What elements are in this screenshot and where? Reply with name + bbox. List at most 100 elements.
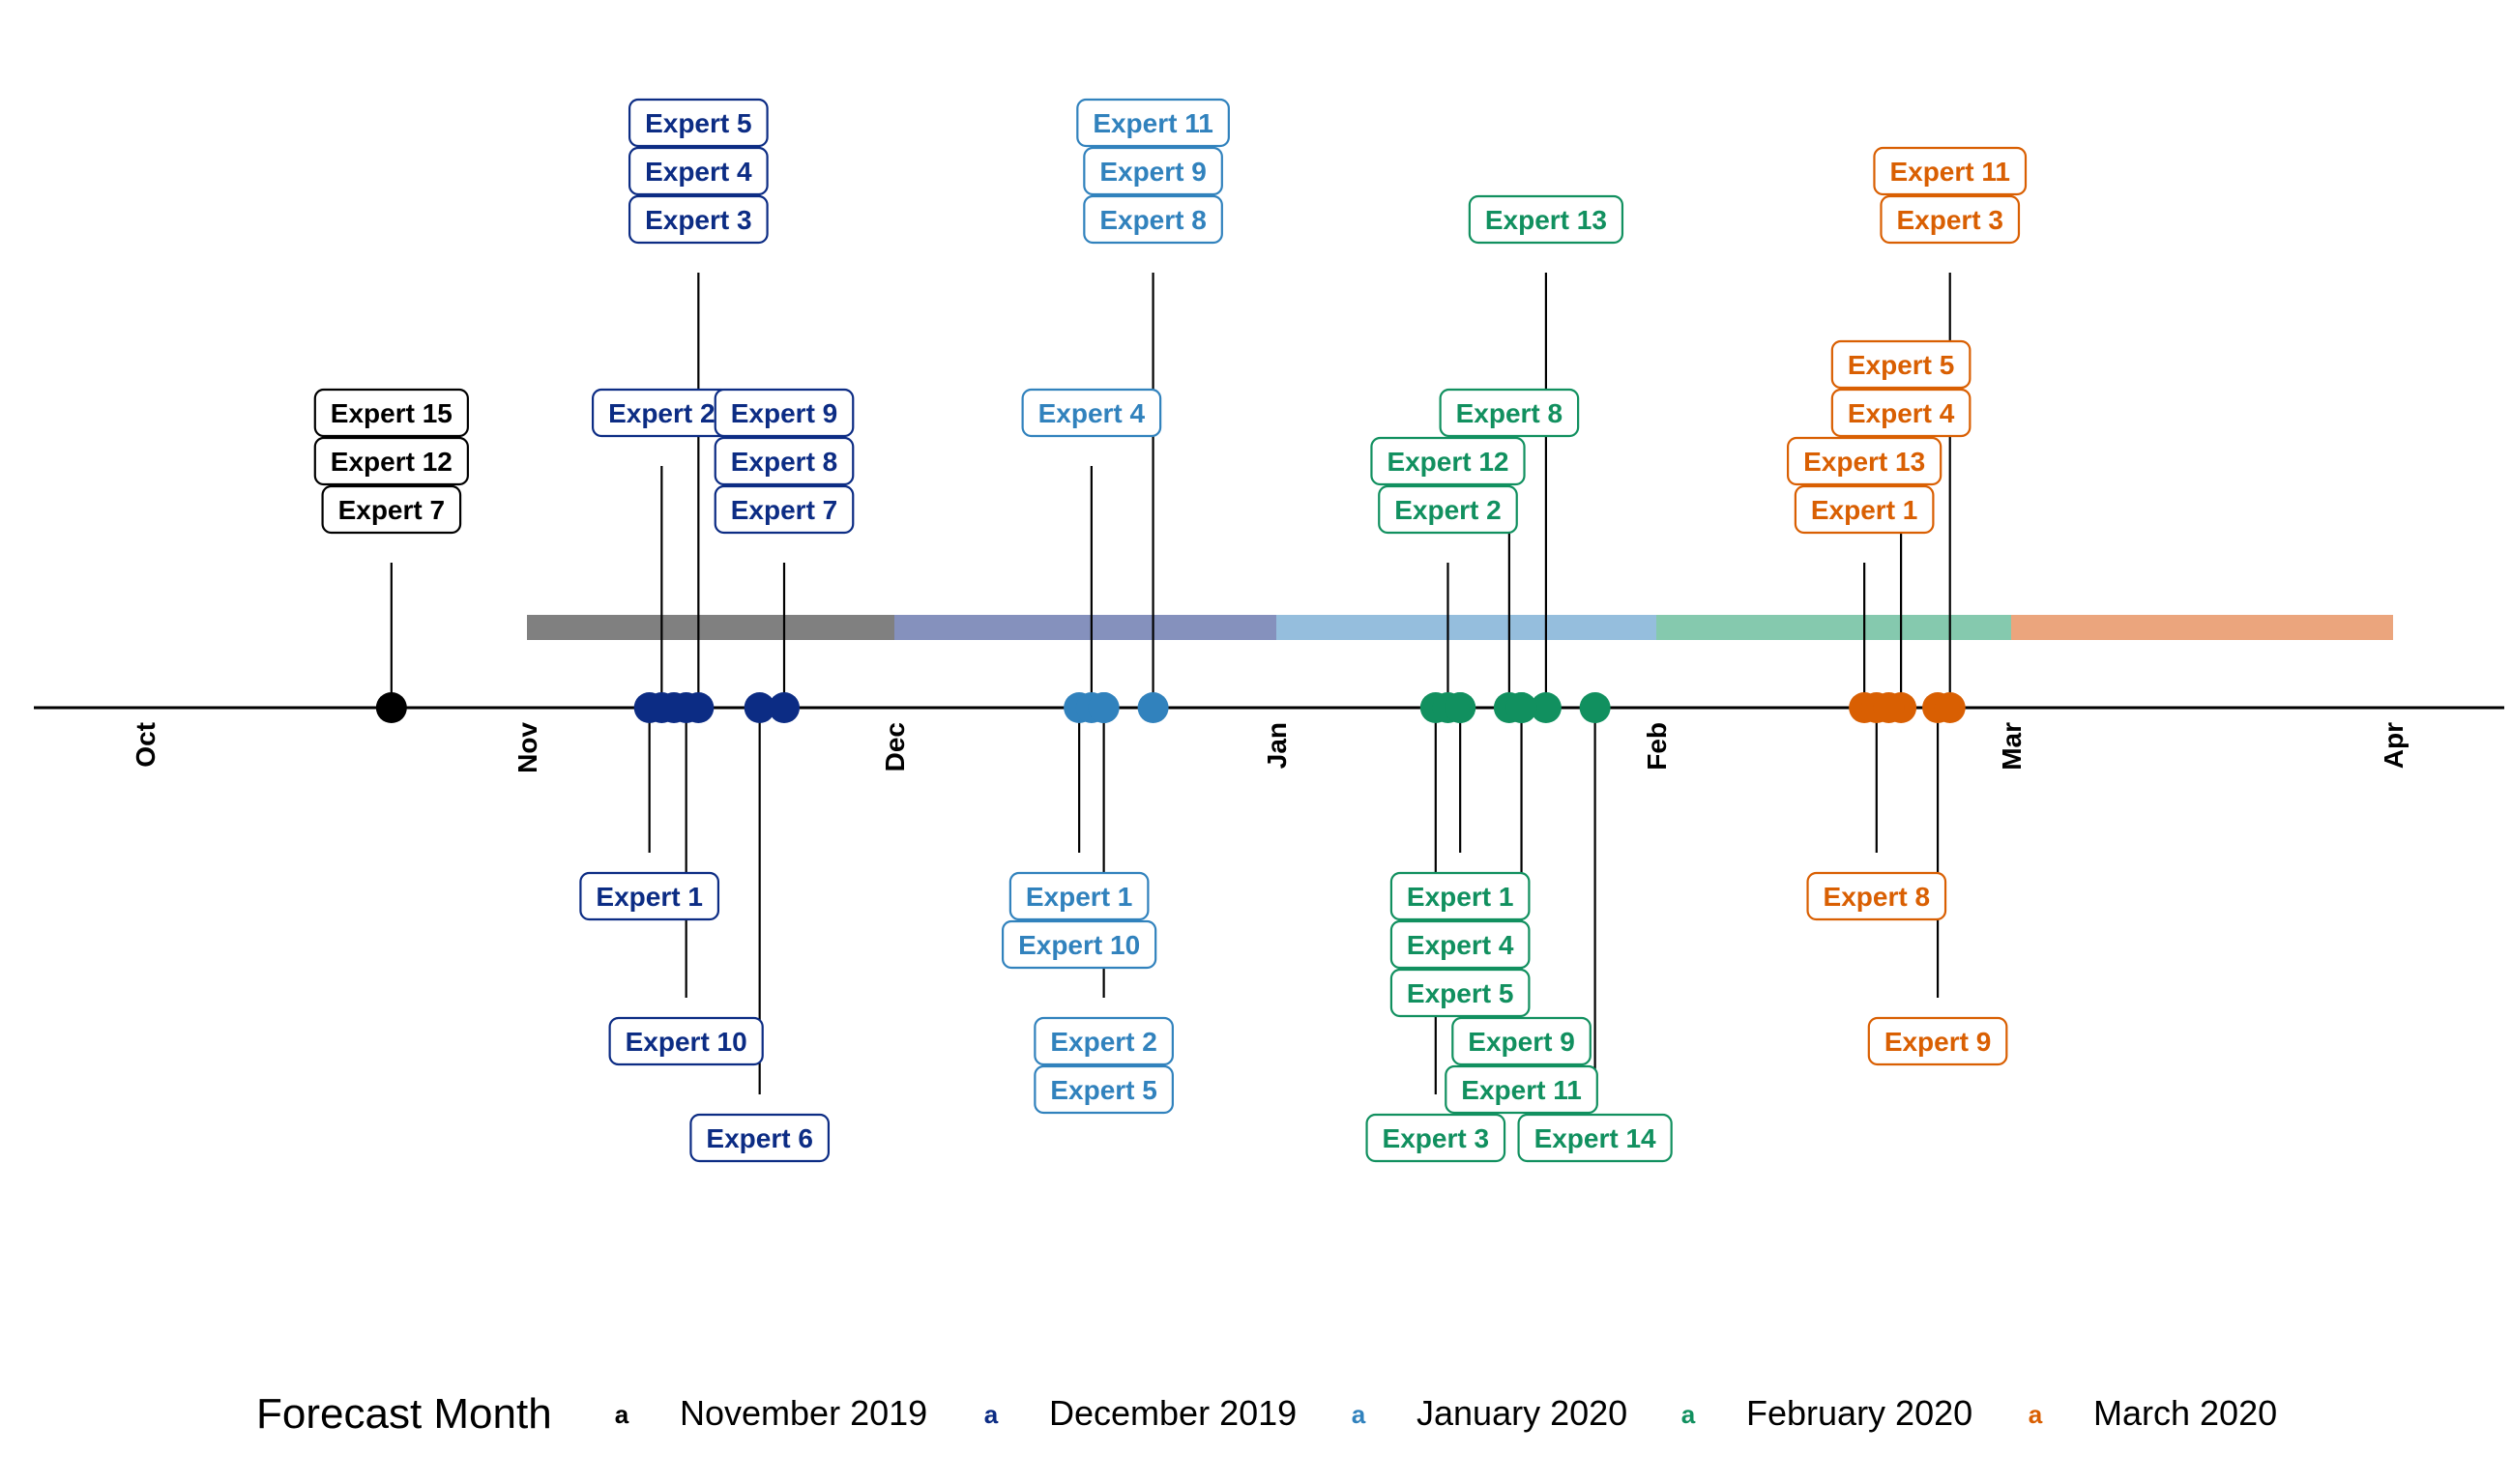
expert-label: Expert 13 [1786, 436, 1942, 486]
expert-label-box [1008, 871, 1150, 921]
expert-label-box [1873, 146, 2028, 196]
expert-label: Expert 3 [628, 194, 769, 245]
expert-label: Expert 2 [1034, 1016, 1174, 1066]
expert-label-text: Expert 14 [1534, 1123, 1656, 1153]
expert-label-text: Expert 9 [1099, 157, 1207, 187]
legend-label: January 2020 [1417, 1393, 1627, 1433]
expert-label-text: Expert 4 [1038, 398, 1146, 428]
tick-label-oct: Oct [131, 722, 161, 768]
expert-label-text: Expert 7 [338, 495, 446, 525]
expert-label-box [1830, 339, 1972, 390]
month-tick-labels: Oct Nov Dec Jan Feb Mar Apr [131, 722, 2409, 773]
expert-label-text: Expert 13 [1485, 205, 1607, 235]
expert-label-box [714, 484, 855, 535]
legend-key: a [1681, 1400, 1696, 1429]
expert-label-text: Expert 12 [1387, 447, 1508, 477]
tick-label-mar: Mar [1997, 722, 2027, 771]
expert-label-text: Expert 3 [645, 205, 752, 235]
expert-label-box [1880, 194, 2021, 245]
event-point [683, 692, 715, 723]
expert-label-text: Expert 15 [331, 398, 453, 428]
band-november-2019 [527, 615, 894, 640]
event-point [1934, 692, 1966, 723]
expert-label-box [1083, 146, 1223, 196]
expert-label: Expert 8 [1806, 871, 1947, 921]
expert-label-box [1867, 1016, 2008, 1066]
expert-label: Expert 9 [1451, 1016, 1592, 1066]
expert-label-text: Expert 9 [1884, 1027, 1992, 1057]
forecast-period-bands [527, 615, 2393, 640]
expert-label: Expert 9 [1083, 146, 1223, 196]
tick-label-apr: Apr [2379, 722, 2409, 769]
expert-label-text: Expert 3 [1896, 205, 2003, 235]
expert-label-text: Expert 10 [626, 1027, 747, 1057]
expert-label-box [1083, 194, 1223, 245]
expert-label: Expert 4 [1830, 388, 1972, 438]
tick-label-nov: Nov [512, 722, 542, 773]
expert-label-text: Expert 5 [645, 108, 752, 138]
expert-label: Expert 5 [1034, 1064, 1174, 1115]
expert-label: Expert 1 [579, 871, 720, 921]
expert-label: Expert 7 [321, 484, 462, 535]
expert-label-text: Expert 1 [1811, 495, 1918, 525]
expert-label-box [579, 871, 720, 921]
legend-label: March 2020 [2093, 1393, 2277, 1433]
expert-label-box [1786, 436, 1942, 486]
expert-label: Expert 2 [591, 388, 732, 438]
expert-label: Expert 4 [1021, 388, 1162, 438]
band-march-2020 [2011, 615, 2393, 640]
expert-label-box [1451, 1016, 1592, 1066]
expert-label-text: Expert 5 [1407, 978, 1514, 1008]
expert-label: Expert 4 [1389, 919, 1531, 970]
expert-label-text: Expert 7 [731, 495, 838, 525]
expert-label-box [1794, 484, 1935, 535]
expert-label-text: Expert 8 [1456, 398, 1563, 428]
expert-label-box [1378, 484, 1518, 535]
expert-label-text: Expert 5 [1050, 1075, 1157, 1105]
event-point [1505, 692, 1537, 723]
expert-label-box [321, 484, 462, 535]
expert-label-box [1830, 388, 1972, 438]
expert-label-text: Expert 6 [706, 1123, 813, 1153]
legend-item-january-2020: a January 2020 [1352, 1393, 1627, 1433]
expert-label: Expert 6 [689, 1113, 831, 1163]
expert-label: Expert 1 [1389, 871, 1531, 921]
expert-label-box [1034, 1016, 1174, 1066]
expert-label: Expert 11 [1076, 98, 1230, 148]
event-point [1137, 692, 1169, 723]
expert-label: Expert 5 [628, 98, 769, 148]
expert-label: Expert 9 [714, 388, 855, 438]
expert-label: Expert 12 [1370, 436, 1526, 486]
expert-label-box [1439, 388, 1580, 438]
band-december-2019 [894, 615, 1276, 640]
expert-label-text: Expert 9 [731, 398, 838, 428]
expert-label: Expert 13 [1468, 194, 1624, 245]
event-point [1088, 692, 1120, 723]
expert-label: Expert 3 [1365, 1113, 1506, 1163]
expert-label-text: Expert 10 [1018, 930, 1140, 960]
expert-label-box [1034, 1064, 1174, 1115]
expert-label-box [628, 98, 769, 148]
expert-label: Expert 10 [608, 1016, 764, 1066]
expert-label: Expert 8 [1083, 194, 1223, 245]
tick-label-dec: Dec [880, 722, 910, 771]
expert-label-box [1389, 968, 1531, 1018]
event-point [658, 692, 689, 723]
expert-label-box [1076, 98, 1230, 148]
expert-label-text: Expert 1 [596, 882, 703, 912]
legend-label: December 2019 [1049, 1393, 1297, 1433]
expert-label-box [714, 388, 855, 438]
expert-label: Expert 11 [1445, 1064, 1598, 1115]
event-points [375, 692, 1966, 723]
expert-label: Expert 14 [1517, 1113, 1673, 1163]
expert-label-text: Expert 2 [1394, 495, 1502, 525]
expert-label-box [628, 146, 769, 196]
expert-label-text: Expert 8 [731, 447, 838, 477]
expert-label-text: Expert 8 [1099, 205, 1207, 235]
legend-items: a November 2019 a December 2019 a January 202… [615, 1393, 2277, 1433]
expert-label-box [313, 388, 469, 438]
band-january-2020 [1276, 615, 1656, 640]
expert-label-text: Expert 13 [1803, 447, 1925, 477]
legend-key: a [984, 1400, 999, 1429]
